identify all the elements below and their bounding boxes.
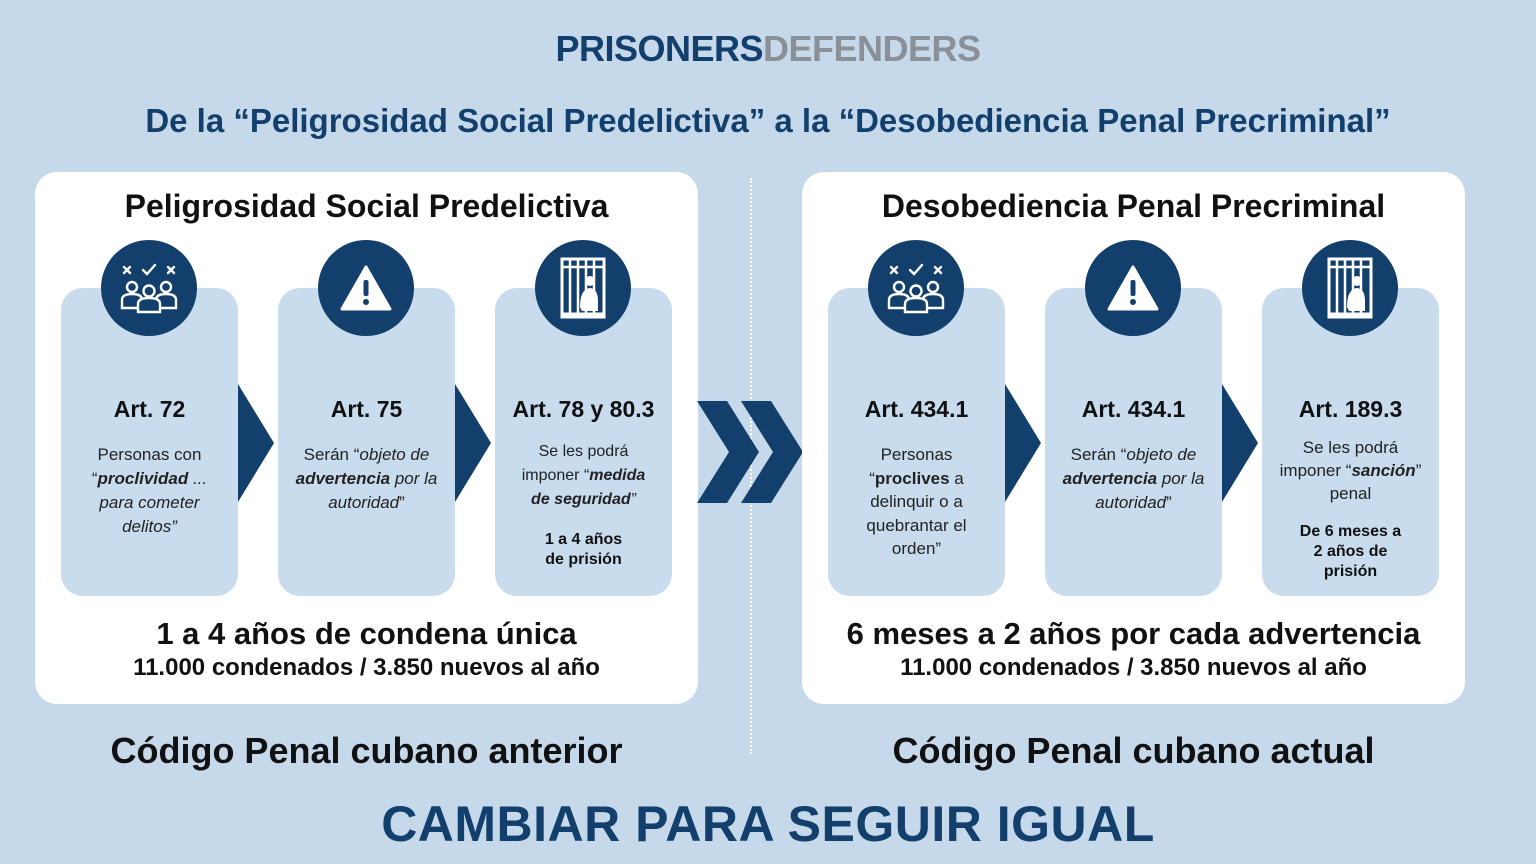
article-label: Art. 434.1 (864, 396, 969, 422)
summary-stats: 11.000 condenados / 3.850 nuevos al año (900, 654, 1367, 681)
page-headline: De la “Peligrosidad Social Predelictiva”… (145, 102, 1391, 139)
panel-title: Peligrosidad Social Predelictiva (124, 188, 609, 224)
summary-stats: 11.000 condenados / 3.850 nuevos al año (133, 654, 600, 681)
card-art-78-80-3: Art. 78 y 80.3 Se les podrá imponer “med… (495, 288, 672, 596)
article-label: Art. 434.1 (1081, 396, 1186, 422)
people-selection-icon (101, 240, 197, 336)
double-chevron-right-icon (697, 401, 803, 503)
brand-part-2: DEFENDERS (763, 28, 981, 69)
summary-sentence: 1 a 4 años de condena única (156, 616, 577, 651)
article-description: Personas con “proclividad ... para comet… (91, 445, 208, 536)
prison-icon (535, 240, 631, 336)
card-art-434-1-b: Art. 434.1 Serán “objeto de advertencia … (1045, 288, 1222, 596)
article-description: Serán “objeto de advertencia por la auto… (295, 445, 438, 512)
article-description: Serán “objeto de advertencia por la auto… (1062, 445, 1205, 512)
panel-current-code: Desobediencia Penal Precriminal Art. 434… (802, 172, 1465, 704)
card-art-72: Art. 72 Personas con “proclividad ... pa… (61, 288, 238, 596)
card-art-434-1-a: Art. 434.1 Personas “proclives a delinqu… (828, 288, 1005, 596)
article-description: Se les podrá imponer “medida de segurida… (521, 443, 646, 508)
article-description: Personas “proclives a delinquir o a queb… (866, 445, 967, 558)
chevron-right-icon (455, 384, 491, 502)
article-label: Art. 72 (113, 396, 186, 422)
article-label: Art. 189.3 (1298, 396, 1403, 422)
brand-logo: PRISONERSDEFENDERS (0, 28, 1536, 70)
article-label: Art. 78 y 80.3 (512, 396, 655, 422)
card-art-75: Art. 75 Serán “objeto de advertencia por… (278, 288, 455, 596)
card-art-189-3: Art. 189.3 Se les podrá imponer “sanción… (1262, 288, 1439, 596)
chevron-right-icon (1222, 384, 1258, 502)
panel-previous-code: Peligrosidad Social Predelictiva Art. 72… (35, 172, 698, 704)
chevron-right-icon (238, 384, 274, 502)
brand-part-1: PRISONERS (555, 28, 763, 69)
article-description: Se les podrá imponer “sanción” penal (1279, 438, 1422, 503)
warning-icon (318, 240, 414, 336)
warning-icon (1085, 240, 1181, 336)
center-divider (750, 178, 752, 754)
motto: CAMBIAR PARA SEGUIR IGUAL (381, 796, 1155, 852)
summary-sentence: 6 meses a 2 años por cada advertencia (846, 616, 1421, 651)
prison-icon (1302, 240, 1398, 336)
code-label-current: Código Penal cubano actual (892, 730, 1375, 771)
sentence-range: 1 a 4 años de prisión (544, 531, 623, 568)
code-label-previous: Código Penal cubano anterior (110, 730, 623, 771)
article-label: Art. 75 (330, 396, 403, 422)
chevron-right-icon (1005, 384, 1041, 502)
panel-title: Desobediencia Penal Precriminal (881, 188, 1386, 224)
people-selection-icon (868, 240, 964, 336)
